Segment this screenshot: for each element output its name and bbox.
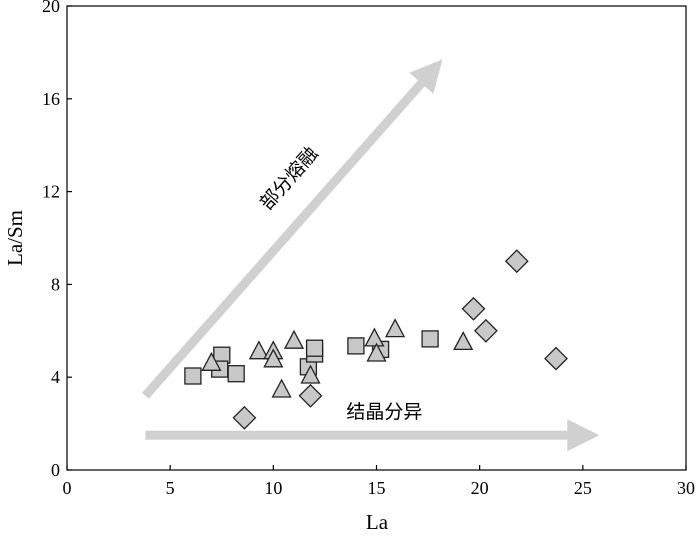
square-point xyxy=(184,367,202,385)
x-tick-label: 20 xyxy=(471,478,489,498)
annotation-crystal-fractionation: 结晶分异 xyxy=(346,401,422,423)
square-point xyxy=(227,365,245,383)
y-tick-label: 4 xyxy=(51,367,60,387)
x-tick-label: 10 xyxy=(264,478,282,498)
x-tick-label: 5 xyxy=(166,478,175,498)
square-point xyxy=(347,337,365,355)
diamond-point xyxy=(473,318,498,343)
y-tick-label: 16 xyxy=(42,89,60,109)
crystal-fractionation-arrow xyxy=(145,419,600,452)
y-axis-title: La/Sm xyxy=(3,210,27,266)
triangle-point xyxy=(248,340,269,360)
triangle-point xyxy=(366,342,387,362)
y-tick-label: 20 xyxy=(42,0,60,16)
triangle-point xyxy=(385,318,406,338)
x-tick-label: 25 xyxy=(574,478,592,498)
diamond-point xyxy=(544,346,568,371)
partial-melting-arrow xyxy=(142,59,443,399)
y-tick-label: 0 xyxy=(51,460,60,480)
y-tick-label: 8 xyxy=(51,274,60,294)
diamond-point xyxy=(504,249,529,274)
triangle-point xyxy=(201,351,222,371)
square-point xyxy=(305,339,324,357)
triangle-point xyxy=(300,364,321,384)
y-tick-label: 12 xyxy=(42,182,60,202)
diamond-point xyxy=(232,405,257,430)
points-layer xyxy=(184,249,568,430)
triangle-point xyxy=(263,348,284,368)
triangle-point xyxy=(283,329,305,349)
square-point xyxy=(421,330,439,348)
triangle-point xyxy=(271,378,292,398)
x-axis-title: La xyxy=(366,510,389,534)
arrows-layer xyxy=(142,59,600,452)
triangle-point xyxy=(364,327,385,347)
x-tick-label: 30 xyxy=(677,478,695,498)
x-tick-label: 0 xyxy=(63,478,72,498)
ticks-layer: 0 5 10 15 20 25 30 0 4 8 12 16 20 xyxy=(42,0,695,498)
triangle-point xyxy=(453,331,474,351)
diamond-point xyxy=(298,383,323,408)
x-tick-label: 15 xyxy=(368,478,386,498)
diamond-point xyxy=(461,296,486,321)
